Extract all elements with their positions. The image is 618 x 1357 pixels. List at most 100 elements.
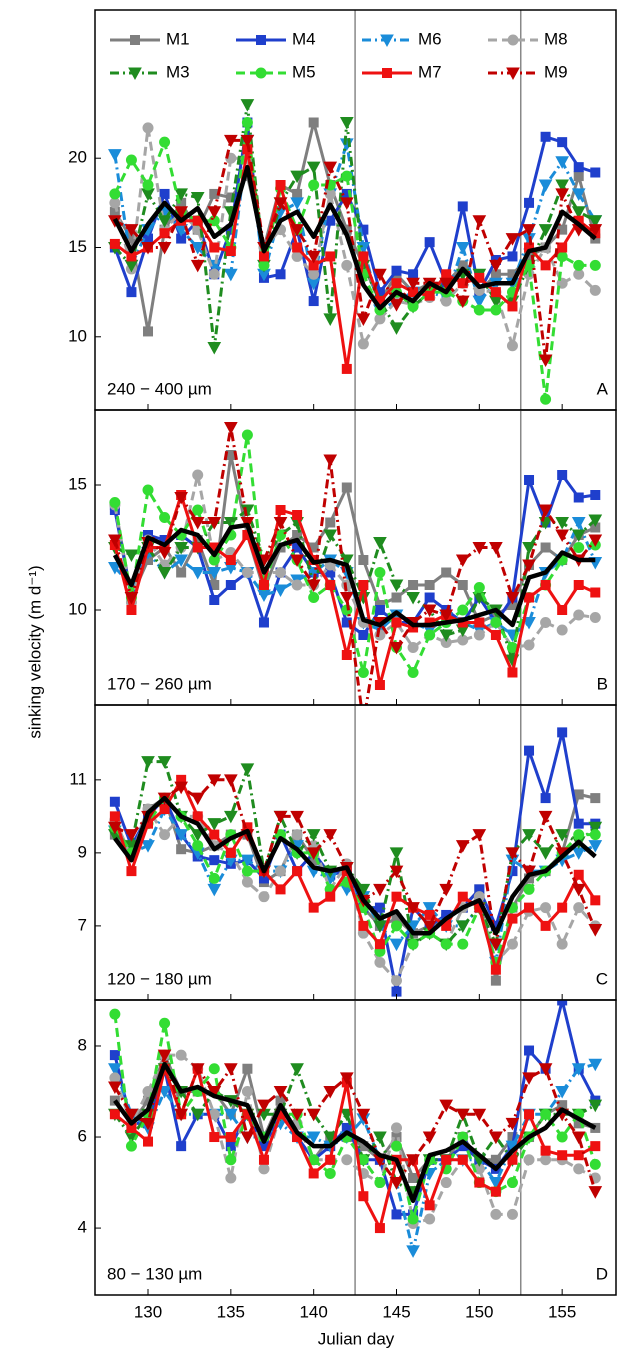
marker (473, 629, 485, 641)
marker (406, 1245, 420, 1258)
marker (223, 268, 238, 282)
marker (490, 1208, 502, 1220)
marker (273, 197, 288, 210)
series-line (113, 796, 596, 964)
marker (240, 134, 255, 148)
marker (507, 913, 518, 924)
legend-label: M8 (544, 29, 568, 48)
marker (174, 492, 188, 505)
marker (391, 265, 402, 276)
marker (573, 580, 584, 590)
marker (207, 774, 222, 787)
marker (505, 592, 520, 605)
marker (507, 251, 518, 262)
marker (192, 469, 204, 481)
marker (474, 1177, 485, 1188)
marker (323, 313, 338, 326)
marker (306, 567, 321, 580)
x-tick-label: 145 (382, 1302, 410, 1321)
plot-area (108, 410, 603, 705)
marker (223, 1108, 238, 1122)
marker (555, 156, 570, 169)
marker (209, 595, 220, 605)
marker (538, 224, 553, 237)
marker (439, 609, 454, 623)
marker (141, 1117, 155, 1131)
marker (290, 224, 304, 237)
marker (190, 1063, 205, 1076)
marker (157, 215, 172, 228)
marker (174, 542, 188, 555)
marker (157, 1086, 172, 1099)
marker (225, 847, 236, 858)
marker (440, 1177, 452, 1189)
marker (590, 490, 601, 500)
marker (590, 167, 601, 178)
marker (571, 883, 586, 897)
marker (143, 326, 154, 337)
size-class-label: 240 − 400 µm (107, 379, 212, 398)
marker (408, 269, 419, 280)
marker (275, 269, 286, 280)
marker (141, 840, 155, 853)
marker (472, 1108, 487, 1122)
marker (159, 512, 171, 523)
marker (306, 161, 321, 175)
marker (573, 492, 584, 503)
marker (124, 1108, 139, 1122)
marker (324, 1167, 336, 1179)
marker (341, 482, 352, 493)
marker (124, 592, 139, 605)
marker (573, 162, 584, 173)
marker (590, 793, 601, 804)
marker (524, 1109, 535, 1120)
marker (174, 781, 188, 795)
marker (590, 1141, 601, 1152)
marker (457, 938, 469, 950)
marker (241, 865, 253, 877)
marker (522, 617, 536, 630)
marker (571, 1131, 586, 1145)
marker (406, 592, 420, 605)
marker (257, 1099, 271, 1113)
marker (225, 1132, 236, 1143)
marker (422, 1131, 437, 1145)
marker (223, 774, 238, 787)
marker (256, 35, 266, 45)
x-tick-label: 130 (134, 1302, 162, 1321)
series-line (112, 522, 596, 628)
marker (143, 1136, 154, 1147)
marker (506, 1177, 518, 1189)
marker (408, 1173, 419, 1184)
marker (555, 829, 570, 842)
marker (240, 854, 255, 868)
marker (571, 206, 586, 219)
marker (174, 206, 188, 219)
marker (424, 237, 435, 248)
marker (290, 1063, 304, 1076)
legend-label: M1 (166, 29, 190, 48)
x-tick-label: 140 (299, 1302, 327, 1321)
marker (556, 1131, 568, 1143)
marker (472, 215, 487, 228)
marker (523, 883, 535, 895)
marker (225, 1154, 237, 1166)
marker (358, 1191, 369, 1202)
size-class-label: 120 − 180 µm (107, 969, 212, 988)
marker (439, 629, 454, 643)
marker (273, 810, 288, 824)
marker (374, 605, 385, 615)
marker (391, 1209, 402, 1220)
marker (555, 517, 570, 530)
marker (125, 154, 137, 166)
marker (490, 304, 502, 316)
marker (176, 567, 187, 578)
marker (275, 180, 286, 190)
plot-area (108, 1000, 603, 1295)
marker (391, 592, 402, 603)
marker (556, 624, 568, 636)
marker (225, 555, 236, 565)
marker (573, 171, 584, 182)
marker (391, 1140, 403, 1152)
marker (571, 1063, 586, 1076)
